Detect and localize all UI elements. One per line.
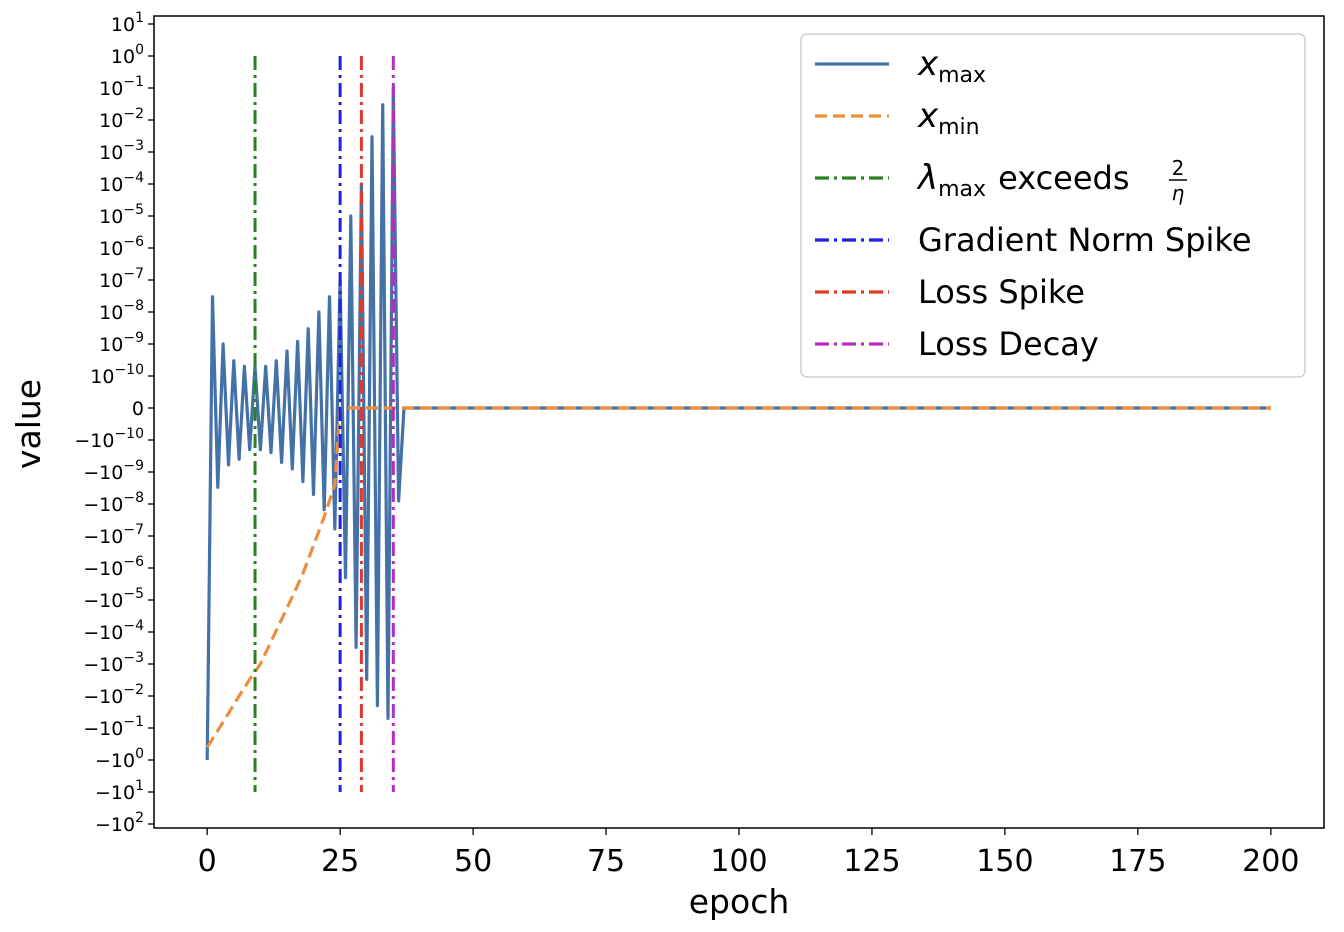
y-tick-label: −10−3 xyxy=(83,650,144,676)
y-tick-label: −10−6 xyxy=(83,554,144,580)
series-line-x-max xyxy=(205,86,1271,761)
legend-frac-denominator: η xyxy=(1172,181,1185,205)
y-tick-label: −10−1 xyxy=(83,714,144,740)
legend-label-lambda-max-exceeds: λmax exceeds xyxy=(916,158,1130,202)
x-tick-label: 50 xyxy=(454,844,492,879)
legend-label-loss-decay: Loss Decay xyxy=(918,325,1099,363)
x-tick-label: 25 xyxy=(321,844,359,879)
y-tick-label: 10−6 xyxy=(99,234,144,260)
y-tick-label: −10−7 xyxy=(83,522,144,548)
y-tick-label: −10−8 xyxy=(83,490,144,516)
x-tick-label: 0 xyxy=(198,844,217,879)
x-tick-label: 200 xyxy=(1242,844,1299,879)
x-tick-label: 100 xyxy=(710,844,767,879)
y-tick-label: −10−10 xyxy=(74,426,144,452)
y-tick-label: 10−8 xyxy=(99,298,144,324)
y-tick-label: 10−3 xyxy=(99,138,144,164)
y-tick-label: −10−5 xyxy=(83,586,144,612)
legend-frac-numerator: 2 xyxy=(1172,156,1185,180)
legend-label-loss-spike: Loss Spike xyxy=(918,273,1085,311)
legend: xmax xmin λmax exceeds 2η Gradient Norm Spike… xyxy=(800,33,1306,378)
legend-label-x-max: xmax xyxy=(917,44,986,88)
y-tick-label: 100 xyxy=(111,42,144,68)
y-tick-label: 10−9 xyxy=(99,330,144,356)
y-tick-label: −10−9 xyxy=(83,458,144,484)
x-tick-label: 150 xyxy=(976,844,1033,879)
y-tick-label: 10−5 xyxy=(99,202,144,228)
y-tick-label: −101 xyxy=(95,778,144,804)
x-axis: 0 25 50 75 100 125 150 175 200 xyxy=(198,828,1299,879)
legend-frame xyxy=(800,33,1306,378)
y-tick-label: 10−2 xyxy=(99,106,144,132)
legend-label-x-min: xmin xyxy=(917,96,980,140)
y-tick-label: 10−7 xyxy=(99,266,144,292)
y-tick-label: 10−10 xyxy=(90,362,144,388)
y-tick-label: −100 xyxy=(95,746,144,772)
y-axis: 101 100 10−1 10−2 10−3 10−4 10−5 10−6 10−7 10−8 10… xyxy=(74,10,154,836)
x-tick-label: 125 xyxy=(843,844,900,879)
y-tick-label: −102 xyxy=(95,810,144,836)
y-tick-label: 10−4 xyxy=(99,170,144,196)
x-tick-label: 75 xyxy=(587,844,625,879)
y-axis-label: value xyxy=(9,379,48,469)
y-tick-label: 10−1 xyxy=(99,74,144,100)
y-tick-label: −10−4 xyxy=(83,618,144,644)
y-tick-label: 0 xyxy=(132,398,144,420)
legend-label-gradient-norm-spike: Gradient Norm Spike xyxy=(918,221,1252,259)
x-tick-label: 175 xyxy=(1109,844,1166,879)
x-axis-label: epoch xyxy=(689,882,790,921)
series-line-x-min xyxy=(205,406,1271,749)
y-tick-label: 101 xyxy=(111,10,144,36)
y-tick-label: −10−2 xyxy=(83,682,144,708)
